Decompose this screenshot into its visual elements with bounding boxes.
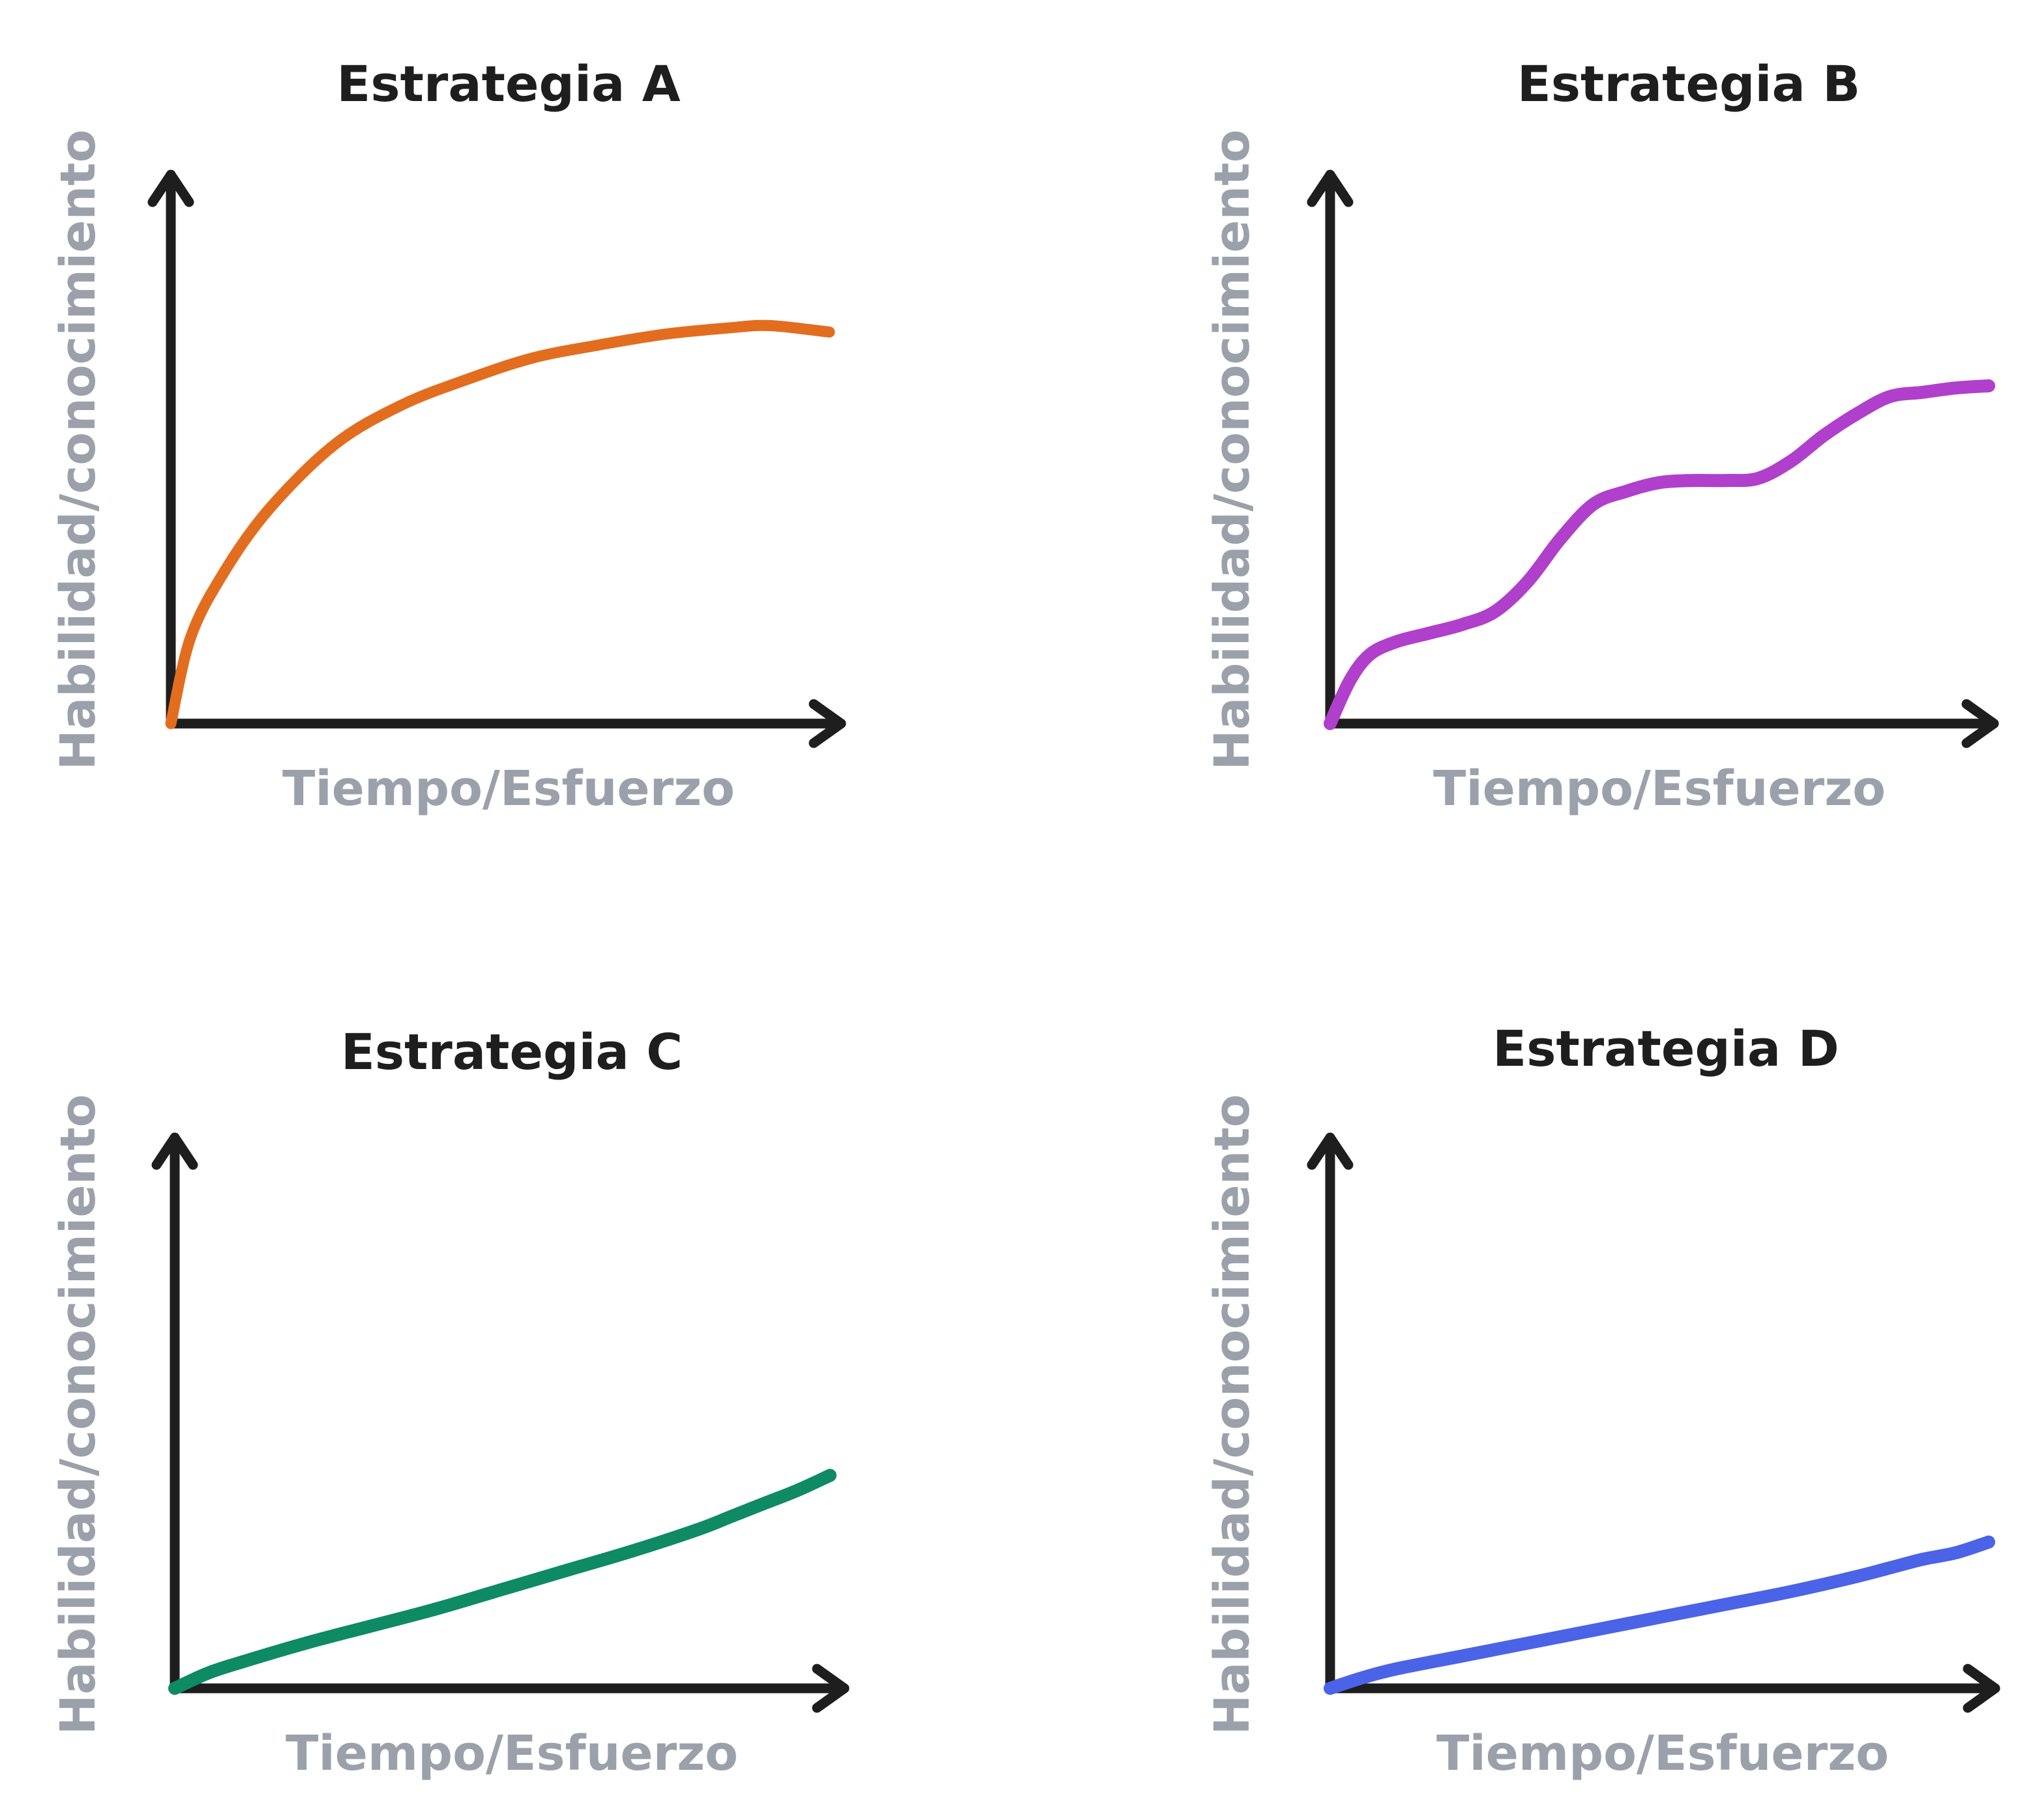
y-axis-label: Habilidad/conocimiento <box>50 1094 106 1735</box>
chart-estrategia-a: Estrategia A Tiempo/Esfuerzo Habilidad/con… <box>50 55 846 817</box>
series-line <box>168 1469 837 1695</box>
x-axis-arrowhead <box>812 1664 850 1713</box>
x-axis-label: Tiempo/Esfuerzo <box>1433 761 1886 817</box>
y-axis-label: Habilidad/conocimiento <box>50 130 106 771</box>
x-axis-arrowhead <box>1963 1664 2000 1713</box>
x-axis-label: Tiempo/Esfuerzo <box>282 761 735 817</box>
y-axis-arrowhead <box>1307 169 1354 207</box>
series-line <box>1324 1535 1995 1695</box>
y-axis-arrowhead <box>151 1132 198 1170</box>
y-axis-arrowhead <box>147 169 194 207</box>
x-axis-label: Tiempo/Esfuerzo <box>1436 1725 1889 1782</box>
x-axis-arrowhead <box>809 699 846 748</box>
x-axis-label: Tiempo/Esfuerzo <box>286 1725 738 1782</box>
chart-estrategia-b: Estrategia B Tiempo/Esfuerzo Habilidad/con… <box>1204 55 1999 817</box>
y-axis-arrowhead <box>1307 1132 1354 1170</box>
x-axis-arrowhead <box>1961 699 1999 748</box>
series-line <box>1324 379 1995 730</box>
y-axis-label: Habilidad/conocimiento <box>1204 1094 1260 1735</box>
chart-estrategia-c: Estrategia C Tiempo/Esfuerzo Habilidad/con… <box>50 1023 850 1782</box>
chart-title: Estrategia A <box>336 55 680 113</box>
chart-estrategia-d: Estrategia D Tiempo/Esfuerzo Habilidad/con… <box>1204 1020 2000 1782</box>
chart-title: Estrategia C <box>341 1023 683 1081</box>
series-line <box>165 319 835 729</box>
chart-title: Estrategia B <box>1517 55 1860 113</box>
y-axis-label: Habilidad/conocimiento <box>1204 130 1260 771</box>
chart-title: Estrategia D <box>1492 1020 1839 1078</box>
